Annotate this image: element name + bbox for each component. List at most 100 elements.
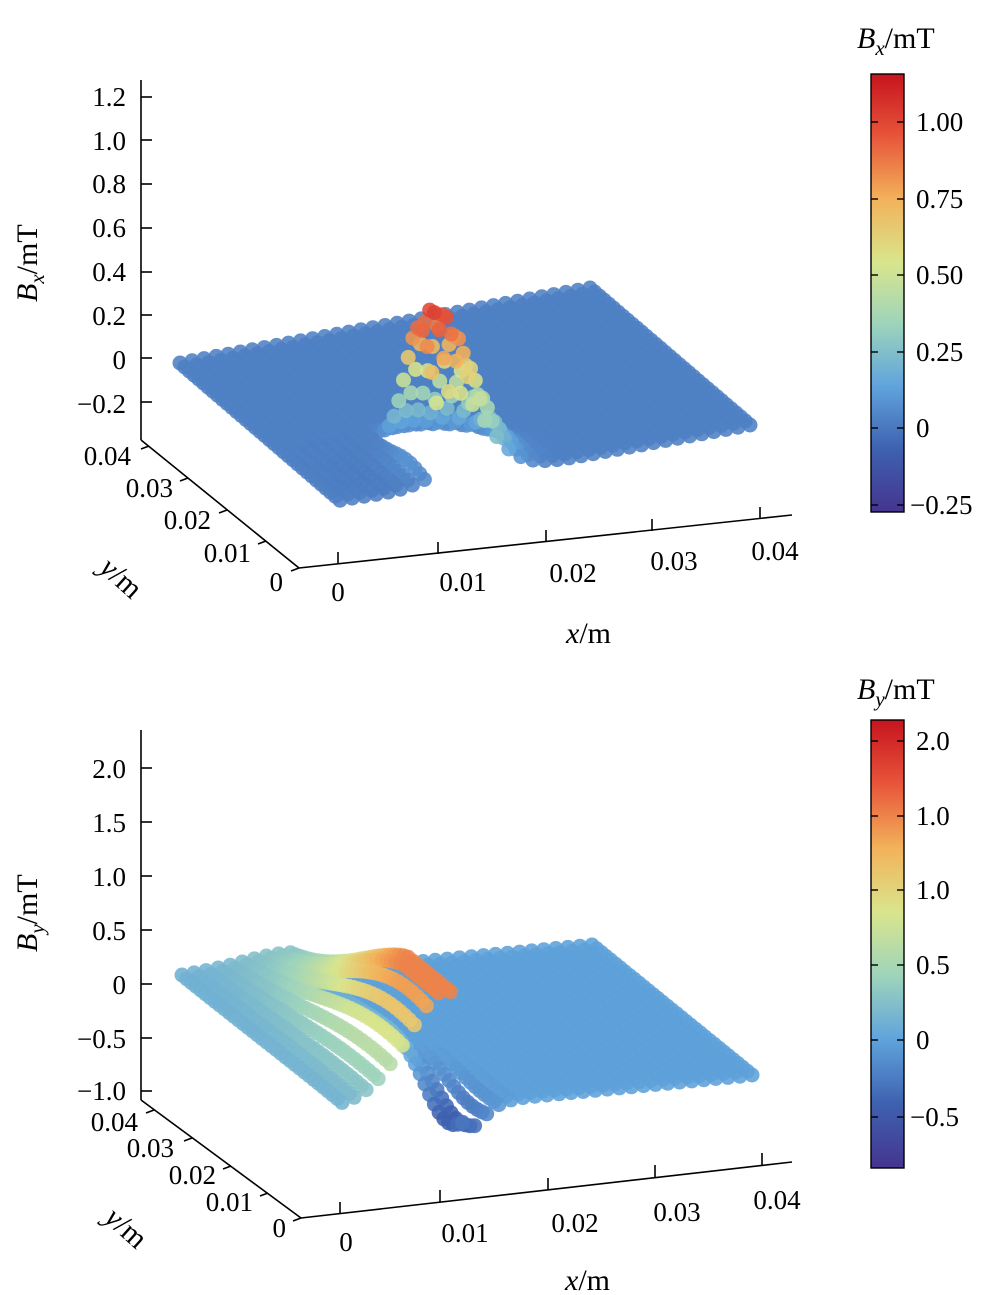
bx-data-point (410, 402, 426, 418)
bx-colorbar-tick-labels: 1.00 0.75 0.50 0.25 0 −0.25 (910, 107, 972, 520)
bx-data-point (585, 446, 601, 462)
by-data-point (539, 1087, 555, 1103)
by-data-point (491, 1097, 507, 1113)
bx-colorbar: 1.00 0.75 0.50 0.25 0 −0.25 Bx/mT (857, 22, 972, 520)
by-data-point (443, 984, 458, 1000)
by-data-point (455, 1114, 471, 1130)
by-z-tick-labels: 2.0 1.5 1.0 0.5 0 −0.5 −1.0 (77, 754, 126, 1106)
by-data-point (358, 1082, 374, 1098)
bx-data-point (682, 428, 698, 444)
by-x-axis-line (300, 1161, 793, 1219)
by-z-tick-label: 1.0 (92, 862, 126, 892)
bx-y-tick-label: 0 (270, 567, 284, 597)
bx-data-point (460, 369, 476, 385)
bx-data-point (573, 448, 589, 464)
by-data-point (648, 1076, 663, 1092)
by-data-point (551, 1086, 567, 1102)
bx-data-point (391, 393, 407, 409)
by-data-point (623, 1079, 639, 1095)
bx-y-tick-labels: 0 0.01 0.02 0.03 0.04 (84, 441, 283, 597)
bx-y-tick-label: 0.03 (126, 473, 173, 503)
by-y-tick (259, 1192, 269, 1197)
by-data-point (346, 1089, 362, 1105)
by-z-tick-label: 0 (113, 970, 127, 1000)
by-data-point (720, 1069, 736, 1085)
by-data-point (406, 1017, 422, 1033)
bx-data-point (392, 481, 408, 497)
bx-y-tick (218, 509, 228, 514)
bx-data-point (448, 353, 464, 369)
panel-by: 2.0 1.5 1.0 0.5 0 −0.5 −1.0 0 0.01 0.02 … (11, 673, 959, 1295)
bx-data-point (426, 305, 442, 321)
by-y-tick-label: 0 (273, 1213, 287, 1243)
by-data-point (334, 1094, 350, 1110)
by-x-tick-label: 0.03 (653, 1197, 700, 1227)
bx-data-point (396, 372, 411, 388)
bx-colorbar-tick-label: 1.00 (916, 107, 963, 137)
bx-colorbar-title: Bx/mT (857, 22, 935, 60)
bx-data-point (597, 444, 613, 459)
by-data-point (636, 1078, 651, 1094)
bx-data-point (431, 322, 447, 338)
bx-data-point (694, 426, 710, 442)
bx-data-point (634, 437, 649, 453)
bx-data-point (439, 309, 454, 325)
bx-data-point (706, 424, 722, 440)
by-z-tick-label: −1.0 (77, 1076, 126, 1106)
by-y-axis-label: y/m (96, 1199, 154, 1256)
bx-y-tick (179, 477, 189, 482)
bx-colorbar-tick-label: 0.25 (916, 337, 963, 367)
by-z-tick-label: 0.5 (92, 916, 126, 946)
bx-z-tick-label: 0.6 (92, 213, 126, 243)
bx-colorbar-tick-label: 0.75 (916, 184, 963, 214)
bx-data-point (718, 421, 734, 437)
by-x-tick-label: 0.04 (753, 1185, 801, 1215)
by-data-point (503, 1092, 519, 1108)
by-z-axis-label: By/mT (11, 874, 49, 952)
bx-data-point (465, 397, 481, 412)
bx-data-point (443, 326, 459, 342)
bx-y-axis-label: y/m (91, 549, 149, 606)
bx-x-axis-label: x/m (565, 617, 611, 650)
by-tick-marks (141, 767, 763, 1222)
bx-z-tick-label: 1.2 (92, 82, 126, 112)
bx-data-point (549, 452, 565, 468)
bx-data-point (415, 385, 431, 401)
by-y-tick (292, 1217, 302, 1222)
by-data-point (732, 1068, 748, 1084)
by-data-point (515, 1090, 531, 1106)
bx-x-tick-label: 0 (331, 577, 345, 607)
bx-data-point (404, 477, 420, 493)
by-data-point (611, 1080, 627, 1096)
bx-z-tick-labels: 1.2 1.0 0.8 0.6 0.4 0.2 0 −0.2 (77, 82, 126, 419)
by-y-tick (145, 1109, 155, 1114)
bx-y-tick (290, 567, 300, 572)
panel-bx: 1.2 1.0 0.8 0.6 0.4 0.2 0 −0.2 0 0.01 0.… (11, 22, 972, 650)
bx-colorbar-tick-label: 0 (916, 413, 930, 443)
bx-data-point (453, 385, 469, 401)
by-data-point (527, 1088, 543, 1104)
by-x-tick-label: 0.01 (441, 1218, 488, 1248)
bx-z-tick-label: 1.0 (92, 126, 126, 156)
bx-y-tick-label: 0.02 (164, 505, 211, 535)
by-data-point (467, 1118, 483, 1134)
bx-data-point (561, 450, 577, 466)
bx-x-tick-label: 0.04 (751, 536, 799, 566)
bx-data-point (429, 395, 444, 411)
bx-data-point (537, 453, 553, 469)
by-z-tick-label: −0.5 (77, 1024, 126, 1054)
bx-data-point (513, 449, 529, 465)
by-z-tick-label: 2.0 (92, 754, 126, 784)
by-data-point (587, 1082, 603, 1098)
bx-data-point (730, 419, 746, 435)
by-data-point (418, 998, 434, 1014)
bx-data-point (419, 339, 435, 354)
bx-x-tick-label: 0.01 (439, 567, 486, 597)
by-data-point (394, 1037, 410, 1053)
bx-data-point (368, 486, 384, 502)
bx-data-point (436, 350, 452, 366)
by-z-tick-label: 1.5 (92, 808, 126, 838)
bx-data-point (403, 385, 419, 401)
bx-data-point (416, 472, 432, 487)
